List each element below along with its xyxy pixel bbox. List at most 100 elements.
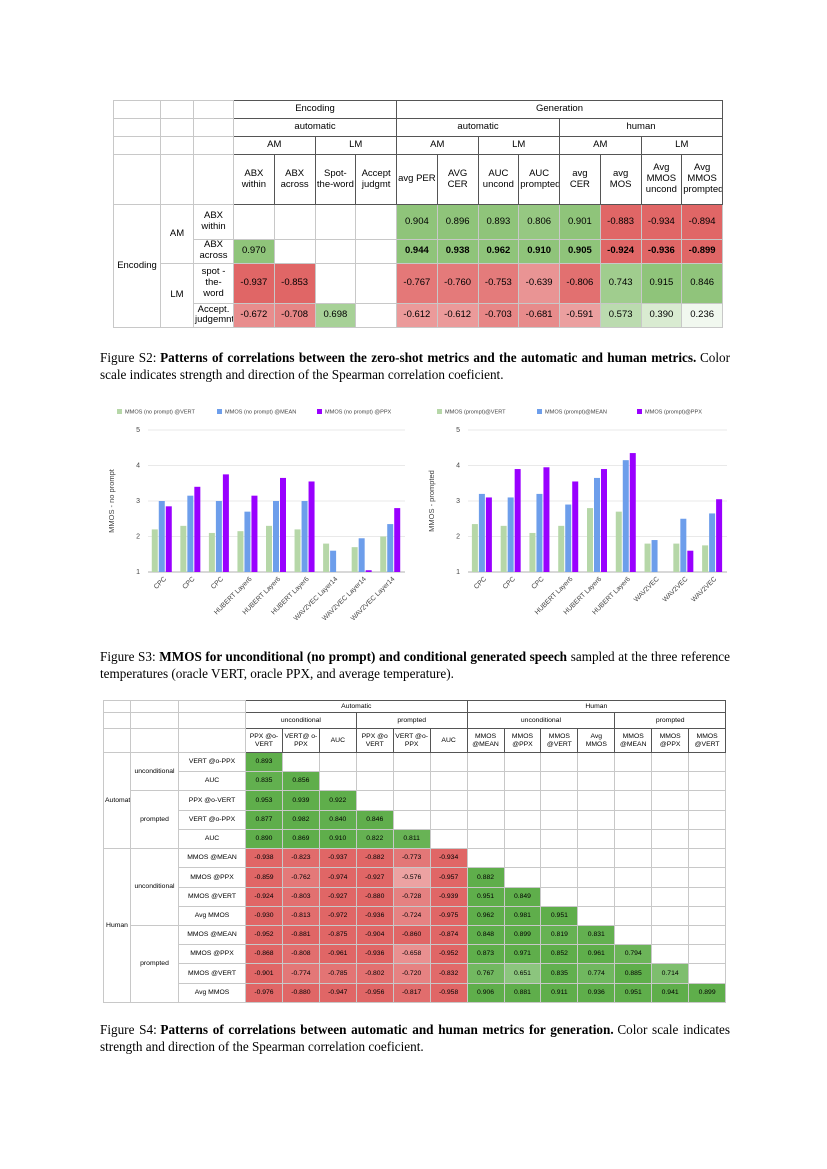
value-cell: -0.753 [477, 262, 520, 304]
column-header: Human [466, 700, 727, 713]
value-cell: 0.893 [245, 751, 283, 773]
value-cell: 0.899 [503, 924, 542, 946]
value-cell: -0.956 [355, 982, 394, 1004]
bar [558, 525, 565, 572]
header-row: unconditional prompted unconditional prompt… [103, 712, 727, 729]
empty-cell [577, 828, 616, 850]
value-cell: -0.875 [318, 924, 357, 946]
empty-cell [688, 924, 727, 946]
empty-cell [651, 771, 690, 792]
value-cell: -0.952 [245, 924, 283, 946]
value-cell: -0.708 [273, 302, 316, 329]
value-cell: -0.802 [355, 963, 394, 984]
row-label: MMOS @PPX [178, 944, 246, 965]
caption-text: Color scale indicates strength and direc… [100, 1022, 730, 1054]
value-cell: -0.823 [281, 848, 320, 869]
bar [615, 511, 622, 572]
column-header: AM [559, 136, 642, 156]
bar [180, 525, 187, 572]
empty-cell [466, 828, 505, 850]
empty-cell [314, 262, 357, 304]
value-cell: -0.883 [599, 204, 642, 240]
column-header: unconditional [466, 712, 616, 729]
empty-cell [577, 886, 616, 907]
empty-cell [614, 848, 653, 869]
value-cell: -0.806 [559, 262, 601, 304]
column-header: ABX across [273, 154, 316, 206]
value-cell: -0.930 [245, 905, 283, 926]
bar [478, 493, 485, 572]
empty-cell [614, 751, 653, 773]
empty-cell [273, 204, 316, 240]
column-header: ABX within [233, 154, 275, 206]
legend-swatch [537, 409, 542, 414]
column-header: VERT@ o-PPX [281, 728, 320, 753]
empty-cell [429, 771, 468, 792]
value-cell: -0.936 [640, 238, 683, 264]
body-row: MMOS @PPX -0.859 -0.762 -0.974 -0.927 -0.576-… [104, 867, 727, 888]
bar [680, 518, 687, 572]
value-cell: 0.939 [281, 790, 320, 811]
corner-cell [160, 154, 194, 206]
empty-cell [688, 848, 727, 869]
bar [215, 501, 222, 572]
caption-s4: Figure S4: Patterns of correlations betwe… [100, 1021, 730, 1055]
bar [687, 550, 694, 572]
value-cell: -0.927 [318, 886, 357, 907]
empty-cell [577, 809, 616, 830]
bar [387, 524, 394, 572]
empty-cell [651, 944, 690, 965]
value-cell: -0.773 [392, 848, 431, 869]
bar [358, 538, 365, 572]
corner-cell [178, 700, 246, 713]
value-cell: -0.774 [281, 963, 320, 984]
empty-cell [577, 867, 616, 888]
value-cell: 0.714 [651, 963, 690, 984]
corner-cell [178, 728, 246, 753]
value-cell: 0.573 [599, 302, 642, 329]
bar [158, 501, 165, 572]
row-group: prompted [130, 924, 179, 1004]
empty-cell [273, 238, 316, 264]
column-header: Automatic [245, 700, 468, 713]
value-cell: 0.904 [396, 204, 438, 240]
value-cell: 0.936 [577, 982, 616, 1004]
value-cell: 0.941 [651, 982, 690, 1004]
body-row: LM spot - the- word -0.937 -0.853 -0.767 -0.7… [114, 262, 724, 329]
column-header: prompted [355, 712, 468, 729]
empty-cell [466, 751, 505, 773]
column-header: PPX @o-VERT [245, 728, 283, 753]
column-header: PPX @o VERT [355, 728, 394, 753]
row-label: spot - the- word [193, 262, 234, 304]
empty-cell [540, 848, 579, 869]
value-cell: -0.612 [436, 302, 479, 329]
y-axis-label: MMOS - prompted [427, 470, 436, 532]
corner-cell [160, 136, 194, 156]
column-header: Avg MMOS [577, 728, 616, 753]
value-cell: -0.881 [281, 924, 320, 946]
bar [500, 525, 507, 572]
body-row: Encoding AM ABX within 0.904 0.896 0.893 0.806… [113, 204, 724, 328]
row-label: ABX within [193, 204, 234, 240]
bar [394, 508, 401, 572]
empty-cell [651, 848, 690, 869]
caption-s2: Figure S2: Patterns of correlations betwe… [100, 349, 730, 383]
column-header: VERT @o-PPX [392, 728, 431, 753]
value-cell: -0.924 [599, 238, 642, 264]
value-cell: -0.576 [392, 867, 431, 888]
corner-cell [113, 136, 161, 156]
y-tick-label: 5 [456, 427, 460, 434]
value-cell: -0.952 [429, 944, 468, 965]
bar [301, 501, 308, 572]
x-tick-label: CPC [153, 576, 168, 591]
empty-cell [392, 809, 431, 830]
row-label: VERT @o-PPX [178, 751, 246, 773]
empty-cell [503, 867, 542, 888]
column-header: Encoding [233, 99, 397, 120]
y-tick-label: 1 [456, 569, 460, 576]
bar [629, 453, 636, 572]
value-cell: -0.868 [245, 944, 283, 965]
empty-cell [429, 751, 468, 773]
corner-cell [113, 118, 161, 138]
column-header: LM [477, 136, 560, 156]
